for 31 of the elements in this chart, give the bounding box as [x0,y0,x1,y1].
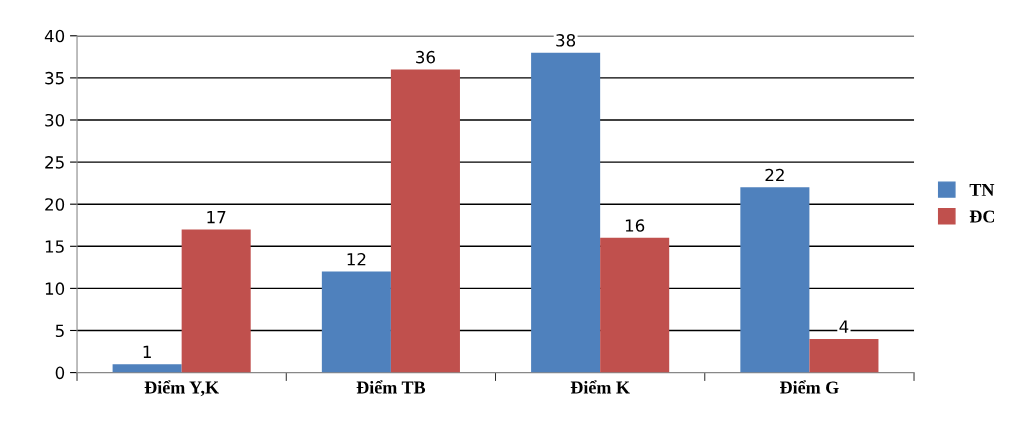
data-label: 17 [207,211,226,224]
data-label: 36 [416,50,435,64]
y-tick-label: 40 [44,29,65,43]
data-label: 4 [839,320,849,333]
x-tick-label: Điểm G [780,380,839,394]
y-tick-label: 15 [45,240,64,253]
legend-label: ĐC [969,210,995,223]
bar [740,187,810,373]
bar [321,271,391,373]
y-tick-label: 5 [55,324,64,338]
bar [600,237,670,373]
legend-label: TN [969,184,995,196]
x-tick-label: Điểm TB [356,380,426,394]
bar [112,364,182,373]
data-label: 16 [625,219,645,232]
data-label: 22 [765,168,784,182]
x-tick-label: Điểm K [570,380,630,394]
bar [809,338,879,373]
bar [390,69,460,373]
data-label: 38 [556,34,576,47]
y-tick-label: 0 [55,366,65,380]
bar [531,52,601,373]
data-label: 12 [347,252,366,266]
y-tick-label: 35 [45,71,64,85]
x-tick-label: Điểm Y,K [144,380,219,397]
y-tick-label: 10 [45,282,65,295]
y-tick-label: 25 [45,156,64,169]
y-tick-label: 20 [45,198,65,211]
data-label: 1 [143,345,151,358]
bar [181,229,251,373]
y-tick-label: 30 [45,113,65,127]
